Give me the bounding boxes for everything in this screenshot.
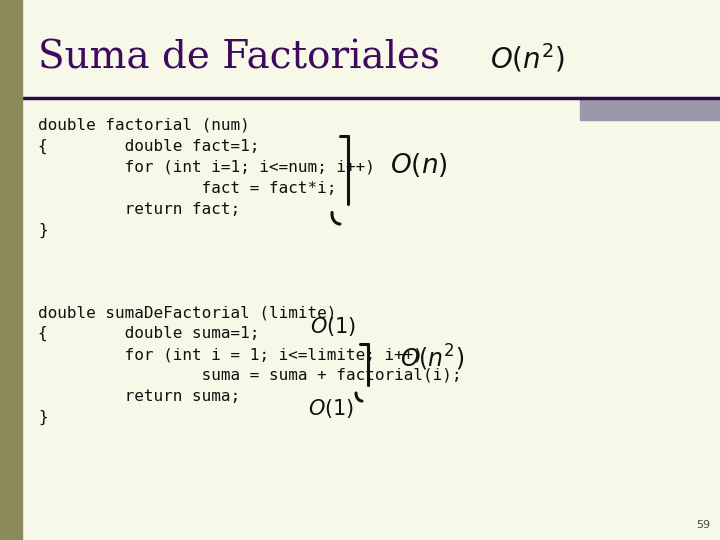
Text: fact = fact*i;: fact = fact*i; [38, 181, 336, 196]
Text: {        double suma=1;: { double suma=1; [38, 326, 259, 341]
Text: {        double fact=1;: { double fact=1; [38, 139, 259, 154]
Text: return fact;: return fact; [38, 202, 240, 217]
Text: double factorial (num): double factorial (num) [38, 118, 250, 133]
Text: double sumaDeFactorial (limite): double sumaDeFactorial (limite) [38, 305, 336, 320]
Text: return suma;: return suma; [38, 389, 240, 404]
Text: Suma de Factoriales: Suma de Factoriales [38, 39, 440, 77]
Bar [0, 0, 22, 540]
Text: $O(1)$: $O(1)$ [310, 314, 356, 338]
Text: for (int i=1; i<=num; i++): for (int i=1; i<=num; i++) [38, 160, 375, 175]
Text: $O(1)$: $O(1)$ [308, 396, 354, 420]
Text: $O(n^2)$: $O(n^2)$ [400, 343, 464, 373]
Text: $O(n^2)$: $O(n^2)$ [490, 42, 565, 75]
Text: $O(n)$: $O(n)$ [390, 151, 448, 179]
Text: 59: 59 [696, 520, 710, 530]
Text: suma = suma + factorial(i);: suma = suma + factorial(i); [38, 368, 462, 383]
Text: }: } [38, 223, 48, 238]
Text: for (int i = 1; i<=limite; i++): for (int i = 1; i<=limite; i++) [38, 347, 423, 362]
Bar [580, 98, 720, 120]
Text: }: } [38, 410, 48, 425]
